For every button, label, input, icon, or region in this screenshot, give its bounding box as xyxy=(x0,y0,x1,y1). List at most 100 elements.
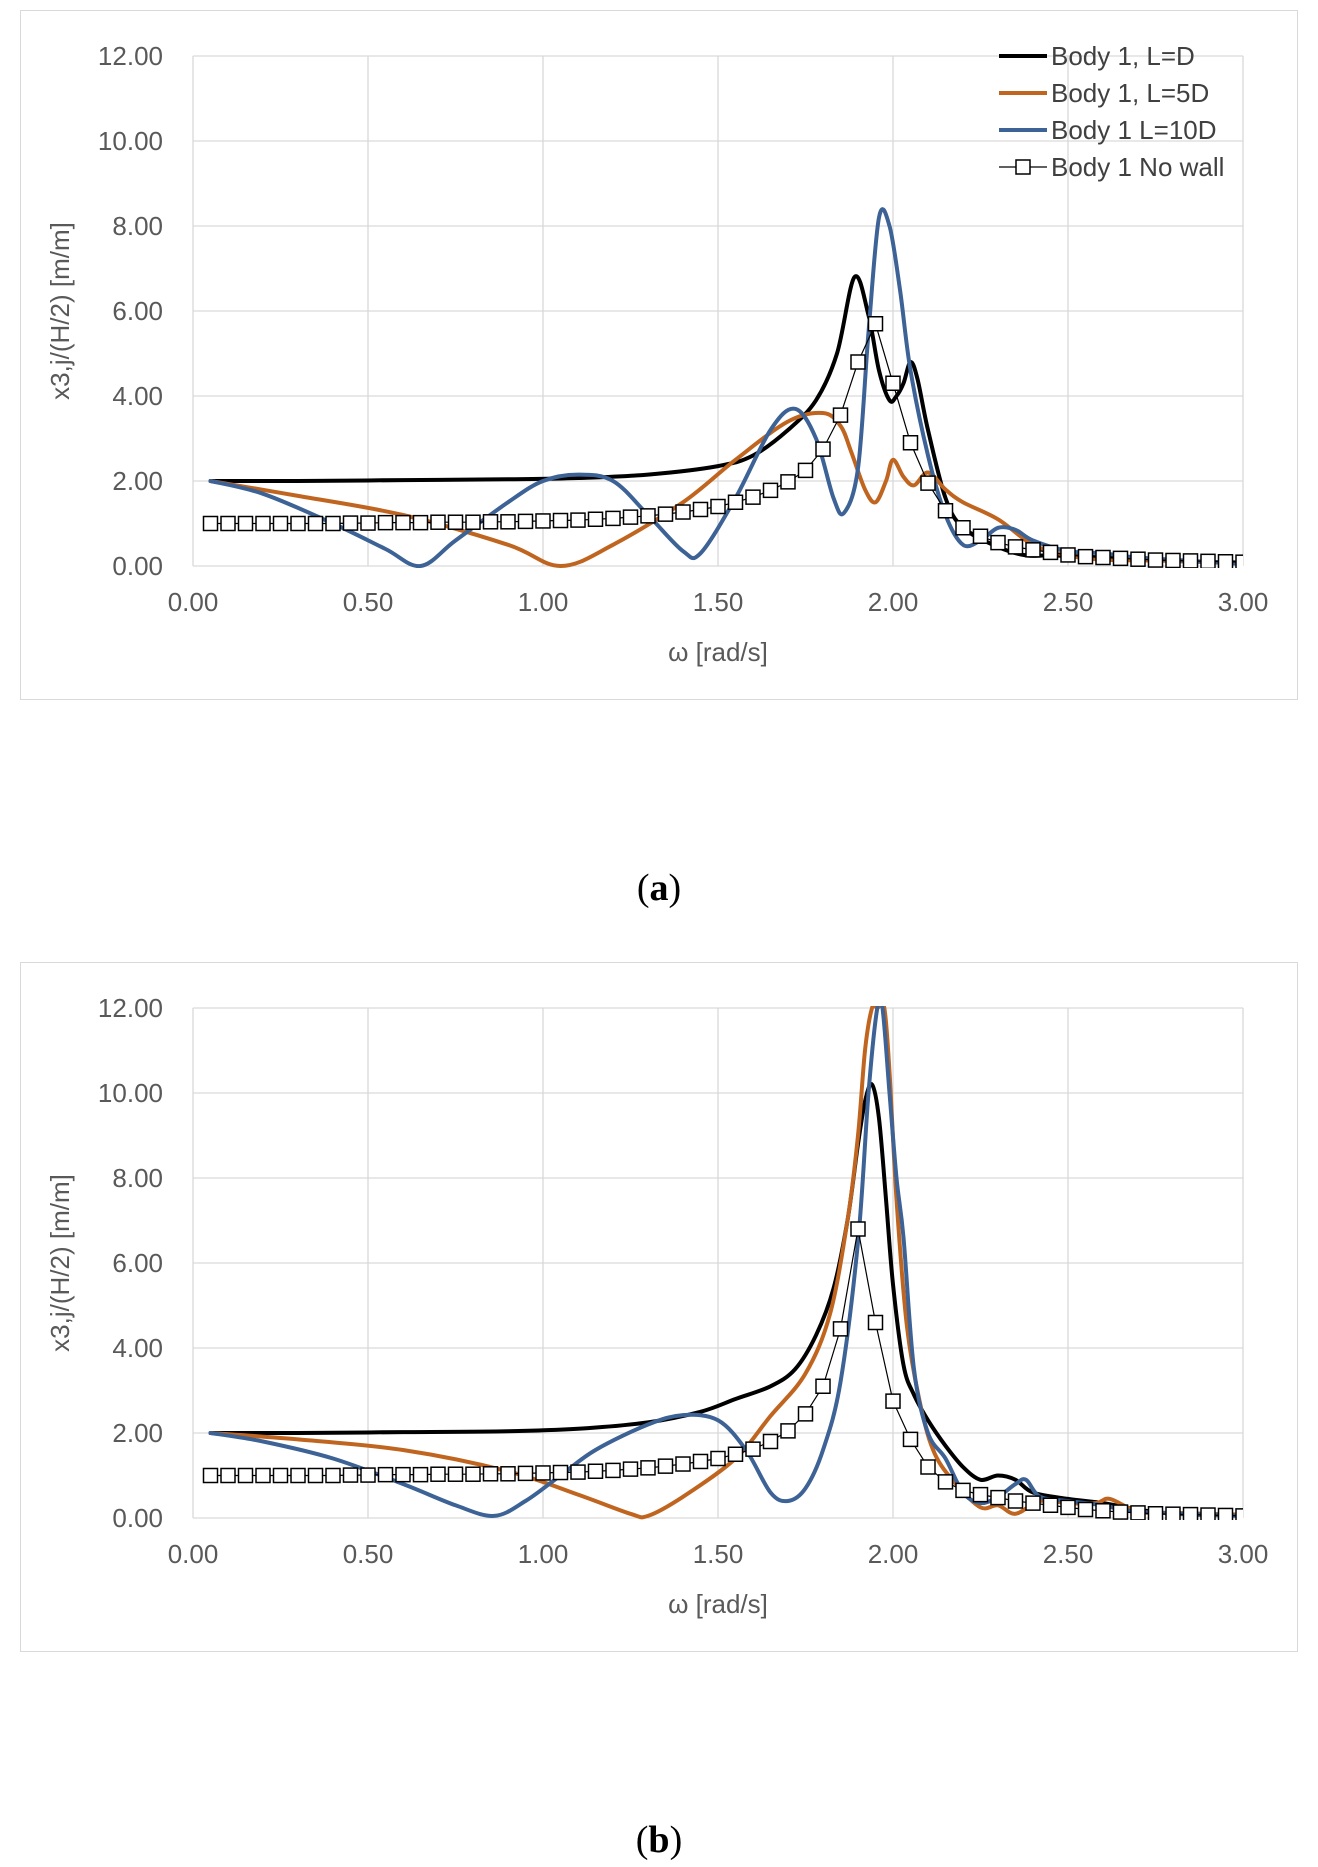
data-point-marker xyxy=(1042,1497,1059,1513)
x-tick-label: 1.00 xyxy=(518,587,569,617)
data-point-marker xyxy=(955,1482,971,1499)
data-point-marker xyxy=(430,1466,446,1482)
legend-label: Body 1 L=10D xyxy=(1051,115,1217,145)
series-line-body-1-l-10d xyxy=(208,1006,1243,1518)
data-point-marker xyxy=(1182,553,1199,568)
y-tick-label: 0.00 xyxy=(112,551,163,581)
data-point-marker xyxy=(1165,552,1181,568)
data-point-marker xyxy=(762,1433,779,1450)
data-point-marker xyxy=(1025,542,1041,558)
data-point-marker xyxy=(605,1462,621,1479)
data-point-marker xyxy=(202,515,219,532)
chart-panel-a: 0.00 0.50 1.00 1.50 2.00 2.50 3.00 0.00 2.00 4.00… xyxy=(20,10,1298,700)
data-point-marker xyxy=(342,1467,359,1483)
data-point-marker xyxy=(797,1406,814,1422)
data-point-marker xyxy=(850,1221,866,1237)
data-point-marker xyxy=(1042,544,1059,561)
series-line-body-1-l-d xyxy=(208,1082,1243,1518)
x-tick-label: 0.00 xyxy=(168,587,219,617)
data-point-marker xyxy=(1025,1495,1041,1511)
y-tick-label: 12.00 xyxy=(98,993,163,1023)
data-point-marker xyxy=(657,1458,674,1474)
data-point-marker xyxy=(727,494,744,510)
caption-b: (b) xyxy=(635,1819,683,1861)
data-point-marker xyxy=(220,515,236,532)
data-point-marker xyxy=(1060,547,1076,563)
data-point-marker xyxy=(1235,1508,1243,1520)
data-point-marker xyxy=(307,515,324,532)
x-tick-label: 1.50 xyxy=(693,1539,744,1569)
data-point-marker xyxy=(535,513,551,529)
plot-area xyxy=(202,207,1243,568)
x-tick-label: 0.50 xyxy=(343,587,394,617)
data-point-marker xyxy=(255,515,271,532)
data-point-marker xyxy=(955,520,971,536)
data-point-marker xyxy=(570,512,586,528)
data-point-marker xyxy=(675,1456,691,1472)
data-point-marker xyxy=(307,1467,324,1484)
data-point-marker xyxy=(780,1423,796,1439)
data-point-marker xyxy=(745,1441,761,1457)
y-axis-label: x3,j/(H/2) [m/m] xyxy=(45,1174,75,1352)
data-point-marker xyxy=(447,1466,464,1482)
data-point-marker xyxy=(640,508,656,524)
data-point-marker xyxy=(902,435,919,451)
y-tick-label: 12.00 xyxy=(98,41,163,71)
data-point-marker xyxy=(867,316,884,332)
data-point-marker xyxy=(517,513,534,530)
legend-label: Body 1, L=5D xyxy=(1051,78,1209,108)
x-tick-label: 3.00 xyxy=(1218,587,1269,617)
data-point-marker xyxy=(745,489,761,505)
data-point-marker xyxy=(552,1464,569,1481)
data-point-marker xyxy=(325,515,341,532)
data-point-marker xyxy=(710,1450,726,1467)
data-point-marker xyxy=(412,514,429,531)
y-tick-label: 10.00 xyxy=(98,126,163,156)
chart-b: 0.00 0.50 1.00 1.50 2.00 2.50 3.00 0.00 2.00 4.00… xyxy=(45,993,1268,1619)
data-point-marker xyxy=(605,510,621,527)
data-point-marker xyxy=(937,503,954,519)
data-point-marker xyxy=(850,354,866,370)
data-point-marker xyxy=(815,1378,831,1394)
data-point-marker xyxy=(1147,1506,1164,1520)
data-point-marker xyxy=(465,1466,481,1482)
data-point-marker xyxy=(430,514,446,530)
data-point-marker xyxy=(1217,1507,1234,1520)
data-point-marker xyxy=(762,482,779,499)
data-point-marker xyxy=(727,1446,744,1462)
data-point-marker xyxy=(657,506,674,522)
data-point-marker xyxy=(535,1465,551,1481)
data-point-marker xyxy=(1217,554,1234,568)
x-tick-label: 1.00 xyxy=(518,1539,569,1569)
y-tick-label: 0.00 xyxy=(112,1503,163,1533)
data-point-marker xyxy=(1182,1506,1199,1520)
series-line-body-1-l-5d xyxy=(208,1006,1243,1520)
data-point-marker xyxy=(290,1467,306,1484)
data-point-marker xyxy=(237,1467,254,1484)
x-axis-label: ω [rad/s] xyxy=(668,1589,768,1619)
data-point-marker xyxy=(272,515,289,532)
chart-panel-b: 0.00 0.50 1.00 1.50 2.00 2.50 3.00 0.00 2.00 4.00… xyxy=(20,962,1298,1652)
data-point-marker xyxy=(395,1466,411,1483)
data-point-marker xyxy=(587,511,604,527)
y-tick-label: 4.00 xyxy=(112,1333,163,1363)
data-point-marker xyxy=(832,407,849,423)
data-point-marker xyxy=(797,462,814,479)
data-point-marker xyxy=(1200,1507,1216,1520)
data-point-marker xyxy=(1130,1505,1146,1520)
y-tick-label: 4.00 xyxy=(112,381,163,411)
y-tick-label: 8.00 xyxy=(112,211,163,241)
data-point-marker xyxy=(342,515,359,531)
data-point-marker xyxy=(1095,549,1111,566)
data-point-marker xyxy=(780,474,796,490)
data-point-marker xyxy=(937,1474,954,1490)
y-tick-label: 6.00 xyxy=(112,1248,163,1278)
legend-label: Body 1 No wall xyxy=(1051,152,1224,182)
y-tick-label: 8.00 xyxy=(112,1163,163,1193)
x-tick-label: 2.50 xyxy=(1043,1539,1094,1569)
data-point-marker xyxy=(1235,554,1243,568)
y-tick-label: 2.00 xyxy=(112,1418,163,1448)
data-point-marker xyxy=(902,1431,919,1448)
series-line-body-1-l-5d xyxy=(208,410,1243,568)
data-point-marker xyxy=(552,512,569,529)
